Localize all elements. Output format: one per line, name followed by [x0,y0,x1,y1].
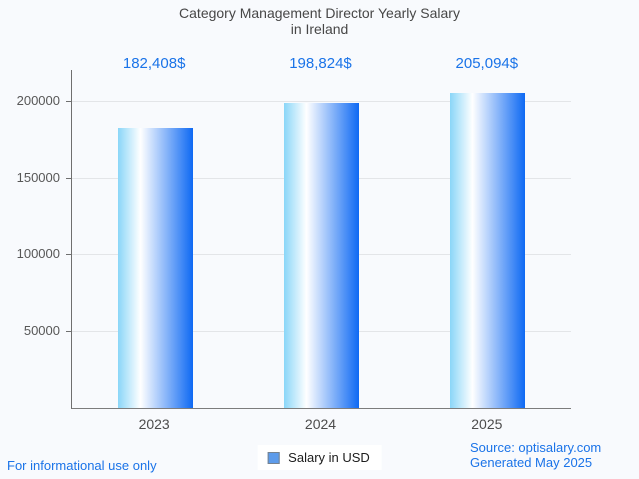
bar-2023[interactable] [117,127,193,408]
y-tick-label: 200000 [16,92,60,108]
bar-value-label: 205,094$ [455,55,519,72]
disclaimer-text: For informational use only [7,458,157,473]
y-tick-mark [66,177,71,179]
chart-title: Category Management Director Yearly Sala… [0,5,639,37]
plot-area [71,70,571,409]
x-axis-label: 2025 [471,416,503,432]
generated-date: Generated May 2025 [470,455,593,470]
x-axis-label: 2023 [138,416,170,432]
y-tick-mark [66,331,71,333]
chart-title-line1: Category Management Director Yearly Sala… [179,5,460,21]
x-axis-label: 2024 [304,416,337,432]
legend[interactable]: Salary in USD [257,445,382,470]
y-tick-label: 100000 [16,246,60,262]
source-block: Source: optisalary.com Generated May 202… [470,440,601,470]
bar-value-label: 198,824$ [289,55,352,72]
y-tick-mark [66,254,71,256]
source-link[interactable]: Source: optisalary.com [470,440,602,455]
bar-2025[interactable] [450,92,526,408]
legend-marker-icon [267,451,280,464]
y-tick-mark [66,100,71,102]
gridline [72,100,571,102]
bar-value-label: 182,408$ [122,55,186,72]
y-tick-label: 150000 [16,169,60,185]
bar-2024[interactable] [284,102,359,408]
y-tick-label: 50000 [23,323,60,339]
chart-title-line2: in Ireland [290,21,349,37]
legend-label: Salary in USD [288,450,370,465]
